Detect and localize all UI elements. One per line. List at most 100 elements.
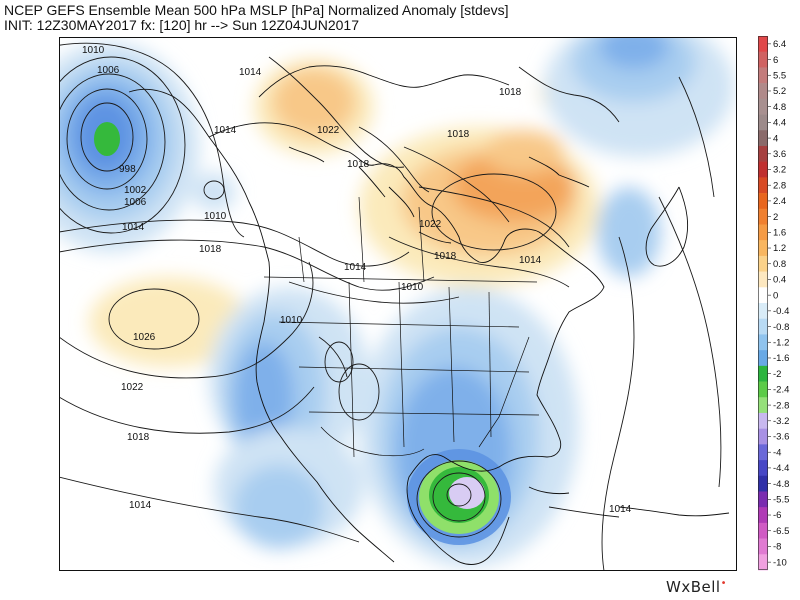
colorbar: 6.4 6 5.5 5.2 4.8 4.4 4 3.6 3.2 2.8 2.4 2 1.6 1.2 0.8 0… [758,36,800,571]
anomaly-map[interactable]: 1010 1006 1014 1014 998 1002 1006 1010 1… [59,37,737,571]
isobar-label: 1022 [317,125,340,136]
colorbar-tick-label: 0.8 [773,259,786,270]
isobar-label: 1022 [419,219,442,230]
colorbar-swatch [758,303,768,320]
coastlines [128,65,730,565]
colorbar-tick-label: 3.2 [773,165,786,176]
map-frame [59,37,737,571]
colorbar-swatch [758,428,768,445]
colorbar-swatch [758,365,768,382]
wxbell-logo: WxBell• [666,578,727,596]
colorbar-tick-label: 4.8 [773,102,786,113]
isobar-label: 998 [119,164,136,175]
colorbar-tick-label: -3.2 [773,416,789,427]
colorbar-swatch [758,287,768,304]
colorbar-tick-label: 6 [773,55,778,66]
isobar-label: 1022 [121,382,144,393]
isobars [59,42,722,571]
isobar-label: 1018 [447,129,470,140]
colorbar-tick-label: -6 [773,510,781,521]
colorbar-swatch [758,334,768,351]
colorbar-tick-label: -2 [773,369,781,380]
colorbar-swatch [758,271,768,288]
colorbar-frame [758,36,768,570]
map-subtitle: INIT: 12Z30MAY2017 fx: [120] hr --> Sun … [4,17,359,33]
colorbar-tick-label: -4.8 [773,479,789,490]
colorbar-tick-label: -10 [773,557,787,568]
colorbar-tick-label: -5.5 [773,495,789,506]
colorbar-swatch [758,83,768,100]
colorbar-swatch [758,444,768,461]
colorbar-swatch [758,114,768,131]
colorbar-tick-label: -1.2 [773,337,789,348]
isobar-label: 1010 [204,211,227,222]
brand-dot-icon: • [720,578,727,589]
isobar-label: 1014 [519,255,542,266]
isobar-label: 1014 [344,262,367,273]
isobar-label: 1002 [124,185,147,196]
isobar-label: 1010 [401,282,424,293]
colorbar-swatch [758,193,768,210]
isobar-label: 1018 [347,159,370,170]
colorbar-tick-label: 1.6 [773,228,786,239]
colorbar-swatch [758,255,768,272]
isobar-label: 1006 [124,197,147,208]
colorbar-swatch [758,36,768,53]
colorbar-swatch [758,224,768,241]
colorbar-swatch [758,460,768,477]
colorbar-tick-label: -3.6 [773,432,789,443]
colorbar-tick-label: -1.6 [773,353,789,364]
colorbar-tick-label: -4 [773,447,781,458]
colorbar-swatch [758,507,768,524]
isobar-label: 1018 [434,251,457,262]
colorbar-swatch [758,397,768,414]
colorbar-swatch [758,98,768,115]
isobar-label: 1014 [122,222,145,233]
colorbar-swatch [758,538,768,555]
colorbar-tick-label: 0.4 [773,275,786,286]
colorbar-swatch [758,491,768,508]
colorbar-tick-label: -8 [773,542,781,553]
boundaries [263,196,540,458]
colorbar-swatch [758,554,768,571]
isobar-label: 1014 [214,125,237,136]
colorbar-tick-label: -6.5 [773,526,789,537]
isobar-labels: 1010 1006 1014 1014 998 1002 1006 1010 1… [82,45,632,515]
isobar-label: 1018 [499,87,522,98]
colorbar-swatch [758,161,768,178]
colorbar-swatch [758,381,768,398]
colorbar-tick-label: -2.8 [773,400,789,411]
colorbar-swatch [758,318,768,335]
colorbar-tick-label: 5.2 [773,86,786,97]
isobar-label: 1014 [129,500,152,511]
colorbar-tick-label: 4 [773,133,778,144]
isobar-label: 1014 [609,504,632,515]
colorbar-tick-label: 5.5 [773,70,786,81]
colorbar-tick-label: 6.4 [773,39,786,50]
colorbar-tick-label: 2.4 [773,196,786,207]
colorbar-tick-label: 0 [773,290,778,301]
colorbar-swatch [758,522,768,539]
isobar-label: 1006 [97,65,120,76]
colorbar-swatch [758,475,768,492]
colorbar-tick-label: 4.4 [773,118,786,129]
colorbar-tick-label: 3.6 [773,149,786,160]
colorbar-tick-label: -2.4 [773,385,789,396]
colorbar-swatch [758,145,768,162]
map-title: NCEP GEFS Ensemble Mean 500 hPa MSLP [hP… [4,2,509,18]
colorbar-swatch [758,208,768,225]
colorbar-tick-label: -0.8 [773,322,789,333]
colorbar-swatch [758,130,768,147]
isobar-label: 1014 [239,67,262,78]
colorbar-tick-label: 1.2 [773,243,786,254]
colorbar-swatch [758,240,768,257]
colorbar-swatch [758,412,768,429]
colorbar-swatch [758,350,768,367]
isobar-label: 1018 [127,432,150,443]
isobar-label: 1010 [280,315,303,326]
gulf-low-core [94,122,511,545]
isobar-label: 1018 [199,244,222,255]
colorbar-swatch [758,177,768,194]
colorbar-swatch [758,51,768,68]
colorbar-tick-label: -4.4 [773,463,789,474]
